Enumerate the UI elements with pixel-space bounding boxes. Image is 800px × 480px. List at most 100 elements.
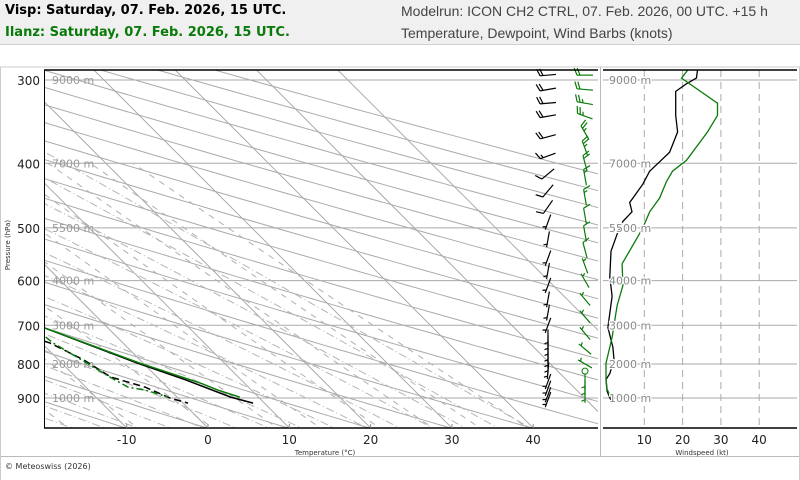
skewt-profiles: [44, 326, 254, 404]
pressure-tick: 700: [17, 319, 40, 333]
mixing-ratio-line: [44, 260, 279, 428]
moist-adiabat-line: [44, 202, 467, 428]
wind-barb: [579, 309, 591, 324]
wind-barb: [583, 185, 591, 206]
height-label: 9000 m: [609, 74, 651, 87]
moist-adiabat-line: [44, 405, 106, 428]
dry-adiabat-line: [44, 121, 598, 281]
dry-adiabat-line: [44, 238, 598, 403]
moist-adiabat-line: [44, 417, 74, 428]
windspeed-grid: [603, 70, 797, 428]
barb-feather: [574, 81, 578, 89]
barb-feather: [582, 138, 590, 145]
height-label: 7000 m: [609, 157, 651, 170]
temperature-tick-labels: -10 0 10 20 30 40: [117, 424, 541, 447]
barb-feather: [583, 185, 591, 191]
height-label: 1000 m: [609, 392, 651, 405]
wind-barb: [577, 357, 593, 369]
barb-feather: [581, 309, 585, 314]
wind-barb: [535, 83, 556, 92]
visp-windspeed-line: [605, 70, 699, 404]
barb-feather: [535, 132, 541, 140]
barb-feather: [577, 94, 581, 103]
temperature-tick: 0: [204, 433, 212, 447]
dry-adiabat-line: [44, 259, 598, 425]
barb-feather: [576, 67, 581, 76]
windspeed-tick-labels: 10 20 30 40: [637, 433, 767, 447]
mixing-ratio-line: [90, 162, 482, 428]
wind-barb: [542, 380, 552, 396]
barb-staff: [542, 184, 554, 198]
barb-feather: [543, 243, 548, 246]
height-label: 3000 m: [52, 319, 94, 332]
temperature-tick: 20: [363, 433, 378, 447]
windspeed-profiles: [605, 70, 719, 404]
barb-feather: [583, 153, 591, 159]
dry-adiabat-line: [212, 70, 598, 175]
height-label: 4000 m: [609, 275, 651, 288]
mixing-ratio-line: [132, 162, 529, 428]
moist-adiabat-line: [44, 251, 401, 428]
height-label: 9000 m: [52, 74, 94, 87]
moist-adiabat-line: [44, 379, 172, 428]
wind-barb: [583, 203, 591, 225]
calm-circle: [581, 367, 589, 375]
temperature-tick: -10: [117, 433, 137, 447]
dry-adiabat-line: [44, 104, 598, 262]
pressure-tick: 600: [17, 275, 40, 289]
wind-barb: [580, 273, 590, 288]
isotherm-line: [44, 344, 128, 428]
barb-feather: [583, 203, 591, 209]
windspeed-axis-label: Windspeed (kt): [675, 449, 728, 457]
wind-barb: [579, 326, 591, 340]
height-label: 4000 m: [52, 275, 94, 288]
wind-barb: [535, 131, 556, 140]
wind-barb: [542, 373, 552, 390]
mixing-ratio-line: [44, 232, 322, 428]
dry-adiabat-line: [44, 140, 598, 300]
barb-feather: [580, 119, 587, 127]
mixing-ratio-line: [44, 193, 381, 428]
moist-adiabat-line: [44, 274, 369, 428]
barb-feather: [543, 316, 548, 319]
barb-feather: [543, 303, 548, 306]
wind-barb: [581, 386, 586, 403]
isotherm-line: [174, 70, 534, 428]
barb-feather: [535, 194, 544, 198]
y-axis-label: Pressure (hPa): [4, 220, 12, 270]
x-axis-label: Temperature (°C): [294, 449, 356, 457]
dry-adiabat-line: [44, 70, 598, 226]
barb-feather: [581, 135, 589, 142]
moist-adiabat-line: [44, 349, 237, 428]
barb-feather: [535, 84, 541, 92]
wind-barb: [583, 221, 591, 242]
wind-barb: [543, 363, 550, 380]
isotherm-line: [44, 181, 291, 428]
barb-feather: [582, 150, 590, 157]
moist-adiabat-line: [44, 227, 434, 428]
modelrun-info: Modelrun: ICON CH2 CTRL, 07. Feb. 2026, …: [401, 3, 768, 19]
wind-barb: [582, 237, 590, 259]
wind-barb: [542, 250, 552, 266]
barb-feather: [536, 96, 541, 105]
variables-info: Temperature, Dewpoint, Wind Barbs (knots…: [401, 25, 673, 41]
dry-adiabat-line: [44, 86, 598, 244]
barb-feather: [543, 375, 548, 378]
temperature-tick: 30: [444, 433, 459, 447]
height-labels: 9000 m 7000 m 5500 m 4000 m 3000 m 2000 …: [52, 74, 94, 405]
barb-feather: [539, 96, 544, 104]
dry-adiabat-line: [44, 303, 453, 428]
wind-barb: [535, 199, 554, 215]
barb-feather: [535, 211, 544, 215]
wind-barb: [534, 168, 555, 180]
visp-temperature-line: [44, 326, 254, 404]
wind-barb: [535, 152, 556, 160]
height-label: 5500 m: [52, 222, 94, 235]
wind-barb: [542, 214, 552, 230]
dry-adiabat-line: [155, 70, 598, 192]
header-bar: Visp: Saturday, 07. Feb. 2026, 15 UTC. I…: [0, 0, 800, 45]
dry-adiabat-line: [44, 350, 290, 428]
wind-barb: [536, 96, 557, 105]
dry-adiabat-line: [44, 375, 209, 428]
